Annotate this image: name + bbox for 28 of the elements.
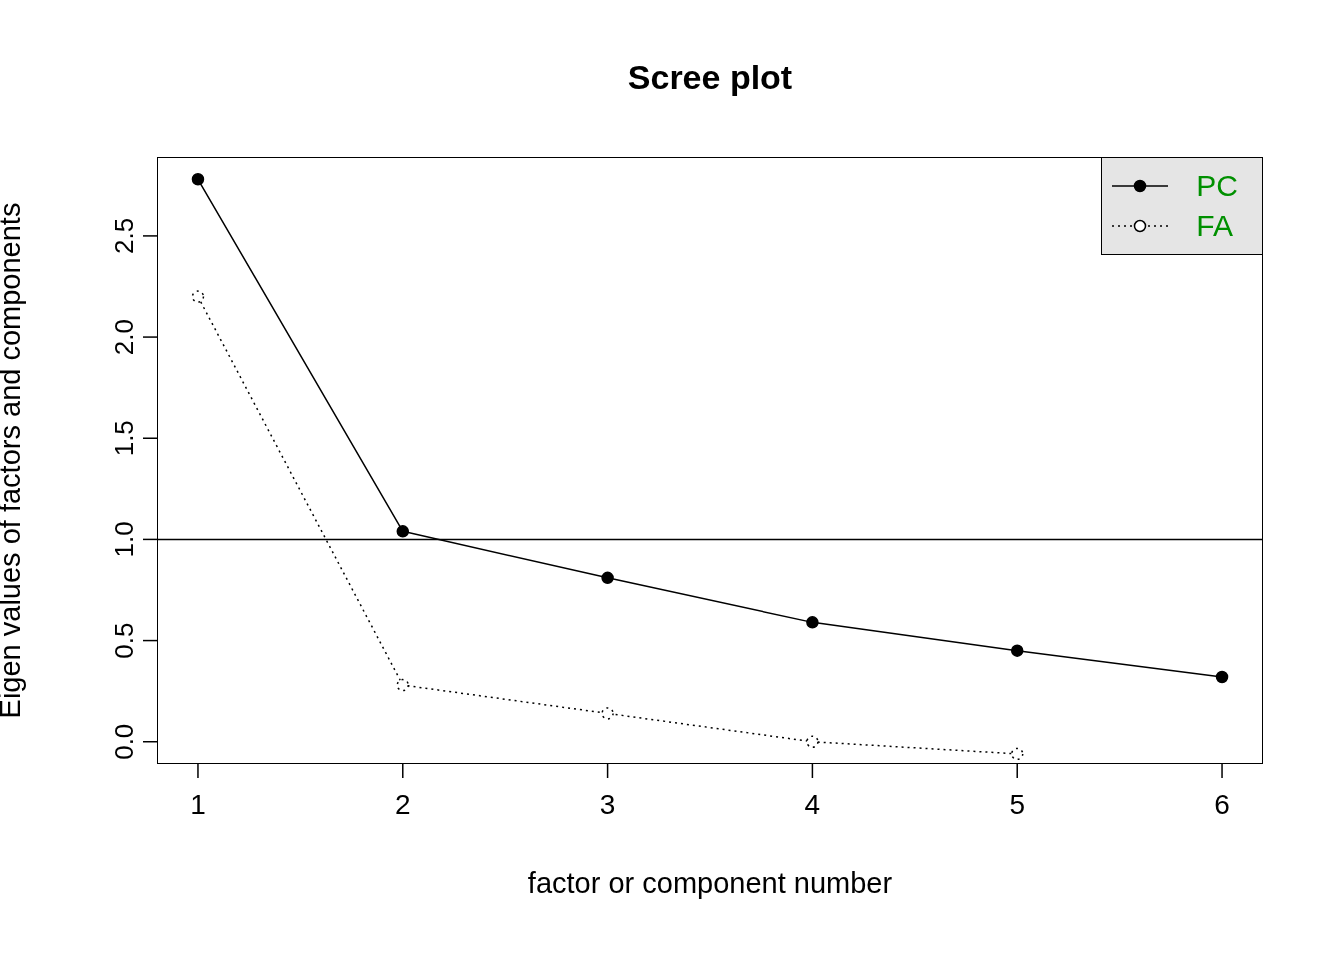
x-tick-label: 6 (1214, 788, 1230, 820)
point (191, 290, 205, 303)
x-tick-label: 5 (1009, 788, 1026, 820)
point (191, 173, 205, 186)
x-axis-title: factor or component number (527, 866, 893, 899)
point (806, 735, 819, 748)
x-tick-label: 1 (190, 788, 206, 820)
chart-title: Scree plot (626, 58, 794, 97)
y-tick-label: 1.5 (109, 420, 139, 457)
y-tick-label: 2.5 (109, 217, 139, 254)
point (1010, 747, 1024, 761)
y-tick-label: 2.0 (109, 319, 139, 356)
x-tick-label: 3 (599, 788, 616, 820)
legend-label: FA (1196, 209, 1233, 243)
point (601, 707, 614, 720)
point (396, 525, 410, 538)
legend-label: PC (1196, 169, 1238, 203)
y-axis-title: Eigen values of factors and components (0, 202, 27, 719)
point (1010, 644, 1024, 657)
y-tick-label: 0.5 (109, 622, 139, 659)
y-tick-label: 0.0 (109, 723, 139, 760)
x-tick-label: 2 (394, 788, 411, 820)
point (601, 571, 614, 585)
point (1215, 670, 1229, 684)
y-tick-label: 1.0 (109, 521, 139, 558)
x-tick-label: 4 (804, 788, 821, 820)
point (396, 678, 410, 692)
point (806, 616, 819, 629)
